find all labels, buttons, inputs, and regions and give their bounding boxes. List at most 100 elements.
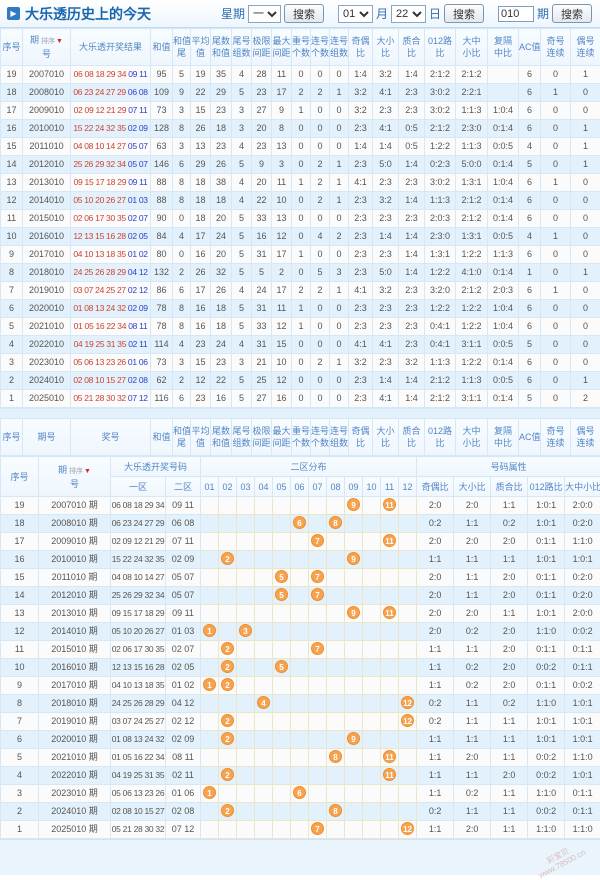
issue-search-button[interactable]: 搜索 (552, 4, 592, 23)
weekday-search-button[interactable]: 搜索 (284, 4, 324, 23)
front-zone-numbers: 12 13 15 16 28 (73, 231, 126, 241)
attr-cell: 1:1 (491, 785, 528, 803)
row-number-cell: 17 (1, 102, 23, 120)
zone2-distribution-cell: 11 (381, 605, 399, 623)
sortable-column-header[interactable]: 期排序▼号 (39, 457, 111, 497)
date-search-button[interactable]: 搜索 (444, 4, 484, 23)
zone2-ball: 2 (221, 768, 234, 781)
zone2-ball: 1 (203, 786, 216, 799)
attr-cell: 2:0 (491, 587, 528, 605)
zone2-distribution-cell: 2 (219, 713, 237, 731)
header-text-top: 大中 (456, 426, 487, 436)
row-number-cell: 2 (1, 372, 23, 390)
stat-cell: 80 (151, 246, 173, 264)
attr-cell: 0:2 (454, 659, 491, 677)
zone2-ball: 12 (401, 696, 414, 709)
column-header: 复隔中比 (488, 29, 519, 66)
stat-cell: 0 (541, 192, 571, 210)
stat-cell: 18 (191, 210, 211, 228)
issue-input[interactable] (498, 6, 534, 22)
stat-cell: 6 (519, 300, 541, 318)
sortable-column-header[interactable]: 期排序▼号 (23, 29, 71, 66)
stat-cell: 2:2:1 (456, 84, 488, 102)
stat-cell: 22 (191, 84, 211, 102)
zone2-distribution-cell (309, 497, 327, 515)
zone2-distribution-cell: 5 (273, 587, 291, 605)
stat-cell: 2 (173, 372, 191, 390)
attr-cell: 0:2:0 (565, 515, 600, 533)
stat-cell: 4:1 (373, 84, 399, 102)
attr-cell: 1:1 (454, 731, 491, 749)
zone2-ball: 11 (383, 606, 396, 619)
attr-cell: 0:1:1 (565, 659, 600, 677)
attr-cell: 2:0:0 (565, 497, 600, 515)
attr-cell: 2:0 (454, 605, 491, 623)
column-header: 序号 (1, 29, 23, 66)
stat-cell: 0 (330, 300, 349, 318)
zone2-distribution-cell (237, 749, 255, 767)
stat-cell: 1:1:3 (456, 102, 488, 120)
row-number-cell: 18 (1, 84, 23, 102)
header-text-bottom: 比 (425, 48, 455, 58)
attr-cell: 1:0:1 (528, 497, 565, 515)
stat-cell: 0 (330, 66, 349, 84)
day-select[interactable]: 22 (391, 5, 426, 23)
zone2-distribution-cell (291, 533, 309, 551)
stat-cell: 6 (519, 210, 541, 228)
zone2-distribution-cell (273, 803, 291, 821)
header-text-top: 012路 (425, 36, 455, 46)
zone2-numbers-cell: 06 08 (166, 515, 201, 533)
stat-cell: 12 (191, 372, 211, 390)
stat-cell: 1:3:1 (425, 246, 456, 264)
column-header: 和值 (151, 29, 173, 66)
header-text-top: 极限 (252, 36, 271, 46)
zone2-distribution-cell (255, 785, 273, 803)
stat-cell: 2:3 (399, 174, 425, 192)
zone2-ball: 11 (383, 768, 396, 781)
zone2-distribution-cell (381, 803, 399, 821)
zone2-distribution-cell (237, 713, 255, 731)
title-bullet-icon: ▶ (7, 7, 20, 20)
stat-cell: 17 (191, 282, 211, 300)
column-header: 极限间距 (252, 29, 272, 66)
attr-cell: 1:1 (417, 767, 454, 785)
sort-label: 排序 (41, 38, 55, 45)
stat-cell: 0 (173, 246, 191, 264)
column-header: 尾号组数 (232, 419, 252, 456)
zone2-distribution-cell (237, 641, 255, 659)
stat-cell: 2 (311, 84, 330, 102)
stat-cell: 5 (232, 300, 252, 318)
header-text-top: 重号 (292, 426, 310, 436)
back-zone-numbers: 09 11 (128, 177, 147, 187)
stat-cell: 2:3 (349, 246, 373, 264)
month-select[interactable]: 01 (338, 5, 373, 23)
stat-cell: 0:1:4 (488, 156, 519, 174)
zone2-distribution-cell (201, 821, 219, 839)
zone2-distribution-cell (291, 497, 309, 515)
stat-cell: 4 (232, 66, 252, 84)
zone2-distribution-cell: 5 (273, 569, 291, 587)
zone2-distribution-cell (273, 821, 291, 839)
stat-cell: 1:4 (399, 390, 425, 408)
zone2-numbers-cell: 05 07 (166, 587, 201, 605)
zone2-distribution-cell (345, 695, 363, 713)
attr-cell: 1:1 (417, 659, 454, 677)
stats-grid: 序号期号奖号和值和值尾平均值尾数和值尾号组数极限间距最大间距重号个数连号个数连号… (0, 418, 600, 456)
zone2-distribution-cell (255, 749, 273, 767)
zone2-distribution-cell (255, 641, 273, 659)
zone2-distribution-cell (345, 515, 363, 533)
stat-cell: 4:1 (349, 336, 373, 354)
stat-cell: 0 (292, 372, 311, 390)
column-header: 偶号连续 (571, 29, 600, 66)
stat-cell: 0 (541, 354, 571, 372)
zone1-numbers-cell: 06 23 24 27 29 (111, 515, 166, 533)
weekday-select[interactable]: 一 (248, 5, 281, 23)
back-zone-numbers: 01 02 (128, 249, 148, 259)
zone1-numbers-cell: 04 10 13 18 35 (111, 677, 166, 695)
